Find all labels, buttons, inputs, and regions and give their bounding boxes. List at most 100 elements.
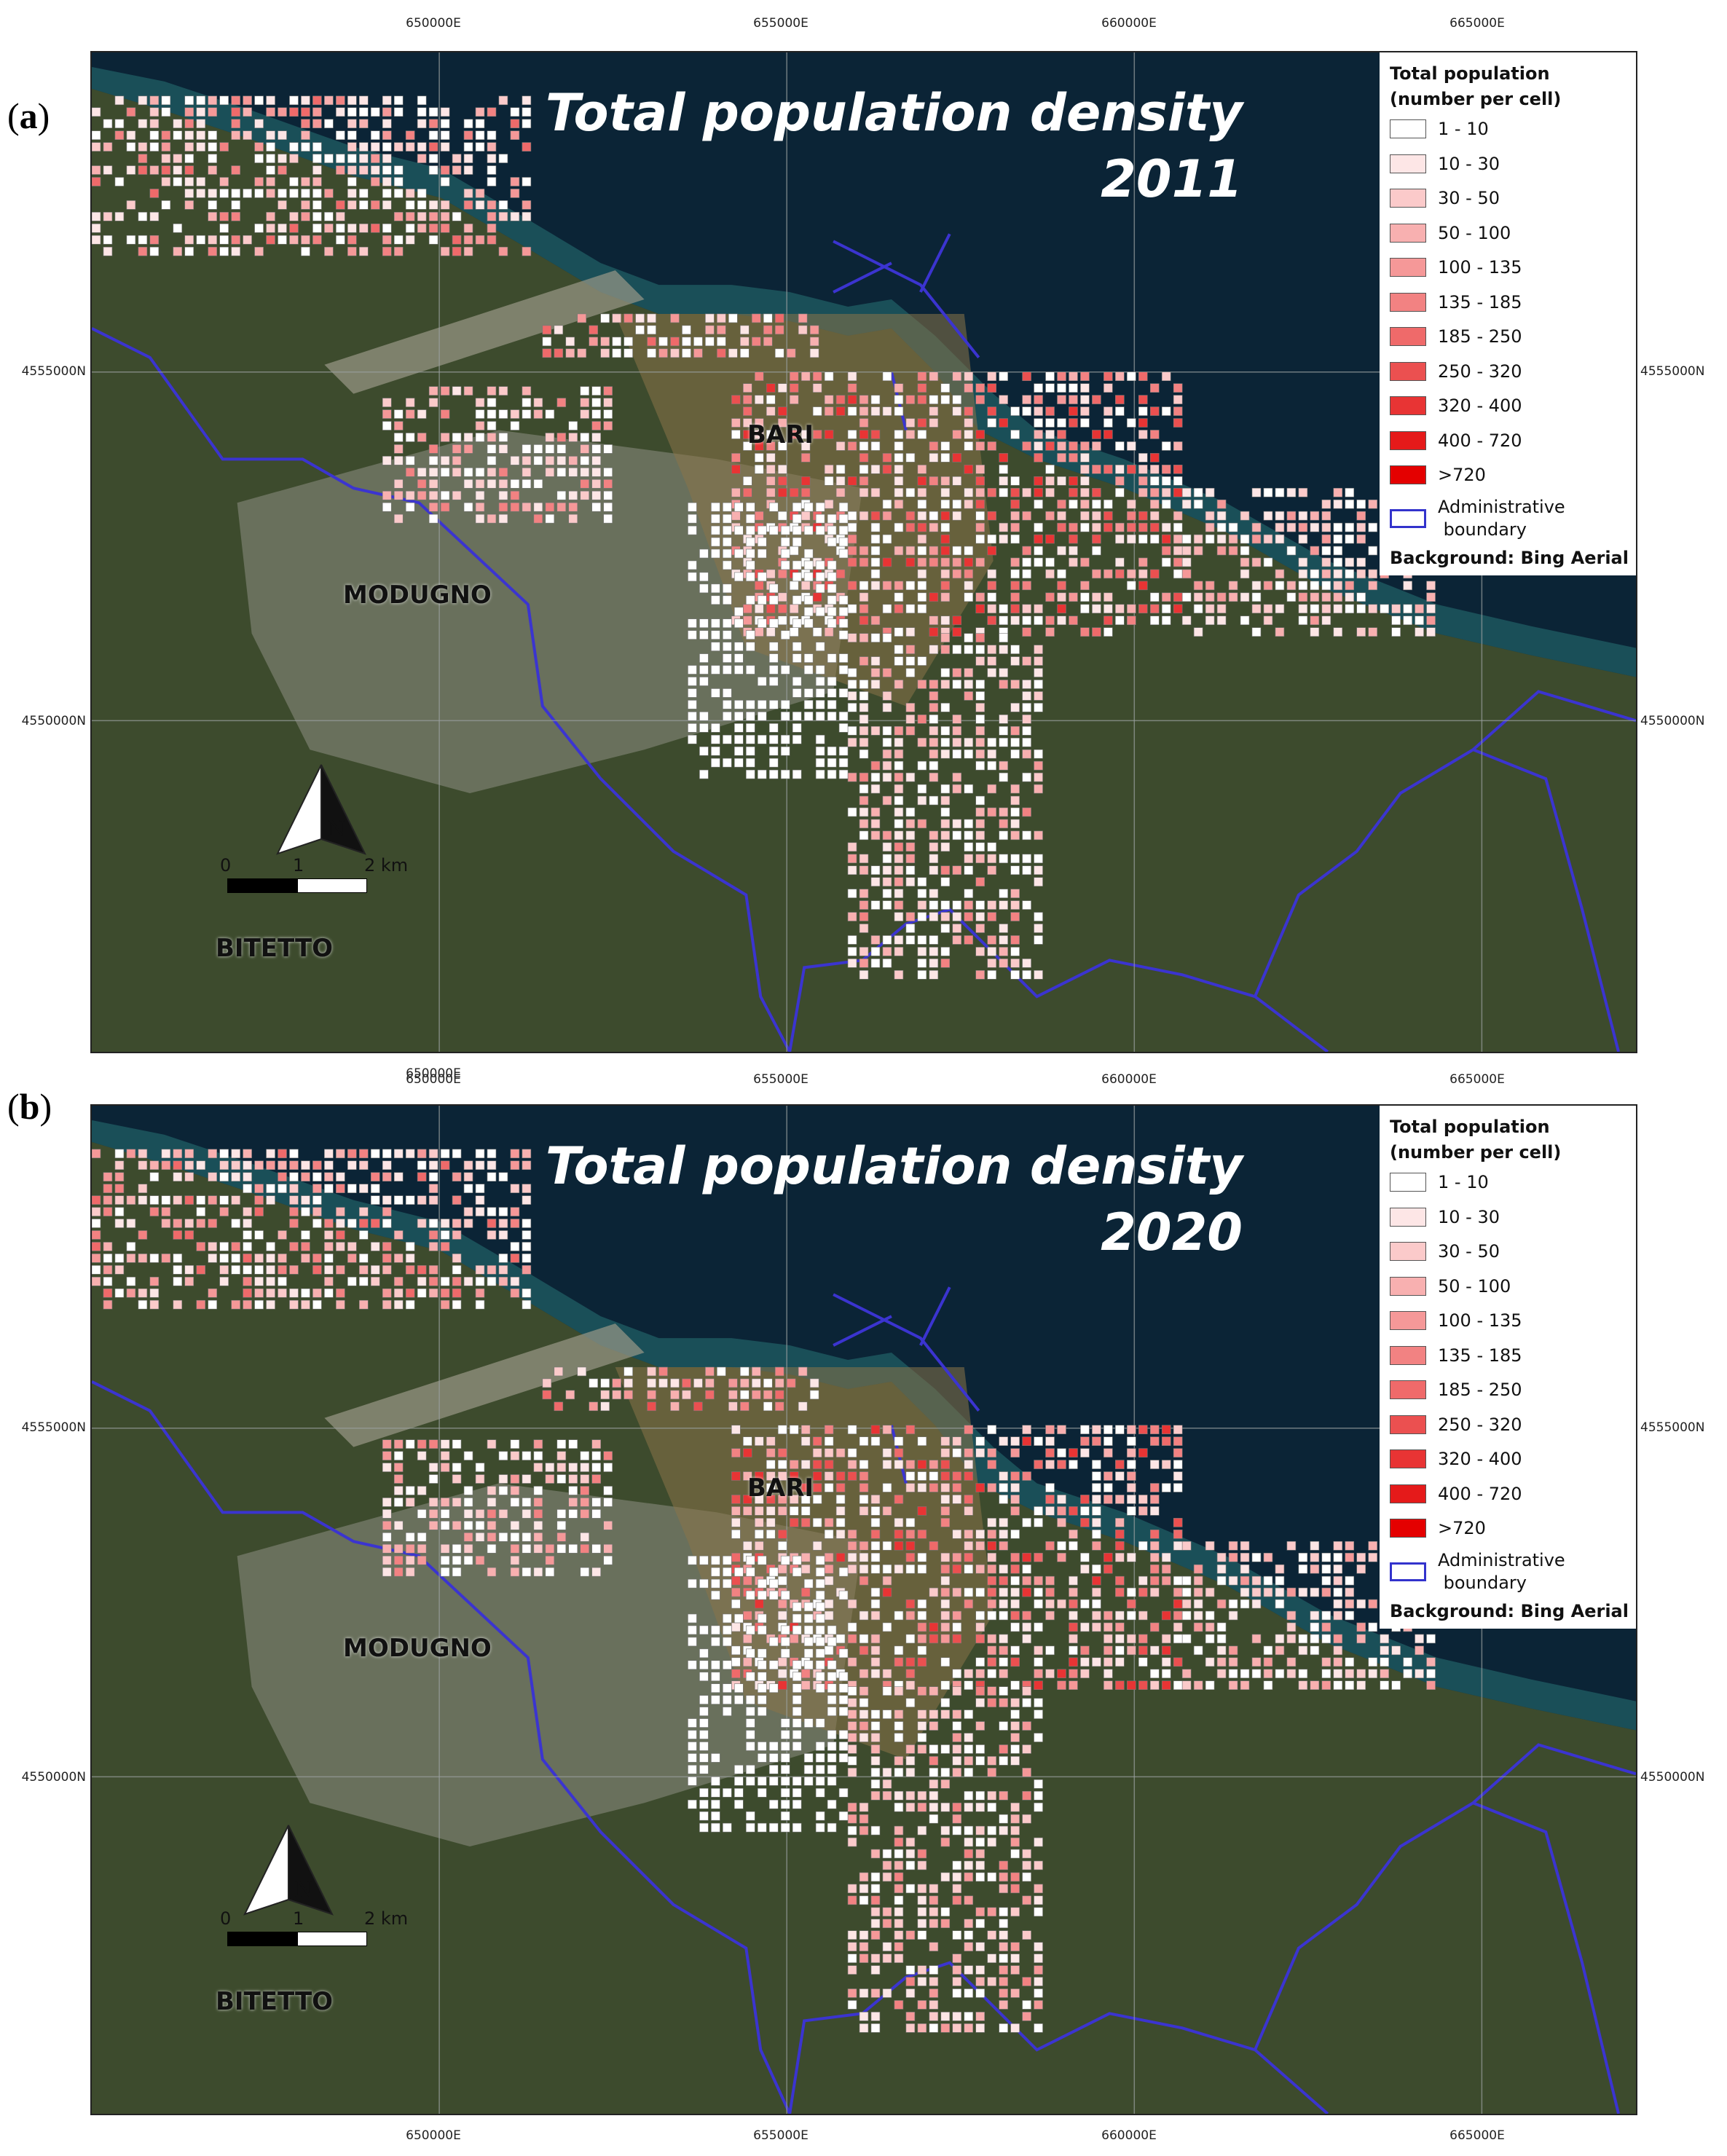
population-cell (510, 177, 520, 186)
population-cell (929, 854, 939, 864)
population-cell (882, 830, 892, 841)
population-cell (847, 959, 857, 968)
population-cell (847, 1657, 857, 1667)
population-cell (824, 430, 834, 439)
population-cell (847, 737, 857, 747)
population-cell (301, 1242, 310, 1251)
population-cell (1115, 615, 1125, 626)
population-cell (1138, 371, 1148, 381)
population-cell (999, 1564, 1008, 1574)
population-cell (1173, 1622, 1183, 1632)
legend-swatch (1390, 1207, 1426, 1227)
population-cell (1173, 1483, 1183, 1492)
population-cell (589, 337, 598, 347)
population-cell (731, 1471, 741, 1481)
population-cell (987, 1669, 996, 1679)
population-cell (1069, 1541, 1078, 1551)
population-cell (428, 1498, 438, 1507)
population-cell (717, 1366, 726, 1377)
population-cell (266, 154, 275, 163)
population-cell (952, 511, 962, 521)
population-cell (952, 1977, 962, 1986)
population-cell (917, 760, 927, 771)
population-cell (1115, 522, 1125, 532)
population-cell (370, 177, 380, 186)
population-cell (929, 726, 939, 736)
population-cell (1161, 522, 1171, 532)
population-cell (1205, 1587, 1215, 1597)
population-cell (1333, 1564, 1343, 1574)
population-cell (929, 1942, 939, 1951)
population-cell (917, 1610, 927, 1621)
population-cell (999, 1721, 1008, 1731)
population-cell (929, 476, 939, 486)
population-cell (1161, 1436, 1171, 1446)
north-letter: N (294, 1877, 313, 1903)
population-cell (847, 371, 857, 381)
population-cell (859, 1541, 869, 1551)
population-cell (1149, 430, 1160, 439)
population-cell (1080, 627, 1090, 637)
population-cell (768, 1799, 779, 1809)
population-cell (847, 1733, 857, 1742)
population-cell (92, 224, 101, 233)
population-cell (554, 1366, 564, 1377)
population-cell (1034, 1988, 1043, 1998)
population-cell (723, 1695, 732, 1704)
population-cell (809, 1378, 819, 1388)
population-cell (417, 1219, 427, 1228)
population-cell (243, 1172, 252, 1181)
population-cell (393, 1474, 404, 1484)
population-cell (184, 130, 194, 140)
population-cell (475, 107, 485, 117)
population-cell (987, 737, 996, 747)
population-cell (1127, 569, 1136, 579)
population-cell (475, 1277, 485, 1286)
population-cell (940, 1657, 951, 1667)
population-cell (964, 465, 974, 474)
population-cell (792, 1718, 802, 1728)
population-cell (940, 383, 951, 393)
population-cell (359, 1149, 369, 1159)
population-cell (789, 487, 799, 497)
population-cell (1403, 1657, 1412, 1667)
population-cell (740, 1378, 750, 1388)
population-cell (393, 189, 404, 198)
population-cell (266, 1149, 275, 1159)
population-cell (964, 418, 974, 428)
population-cell (1115, 1657, 1125, 1667)
population-cell (1205, 615, 1215, 626)
population-cell (746, 746, 755, 756)
population-cell (1022, 854, 1031, 864)
population-cell (757, 548, 767, 559)
population-cell (757, 1660, 767, 1670)
population-cell (964, 2012, 974, 2021)
population-cell (463, 444, 473, 454)
population-cell (243, 1242, 252, 1251)
population-cell (870, 546, 881, 556)
population-cell (173, 154, 183, 163)
population-cell (1345, 534, 1355, 544)
population-cell (114, 212, 125, 221)
population-cell (975, 760, 985, 771)
population-cell (522, 1567, 532, 1577)
population-cell (792, 712, 802, 721)
population-cell (917, 395, 927, 404)
population-cell (1356, 1622, 1366, 1632)
population-cell (905, 511, 916, 521)
population-cell (815, 1718, 825, 1728)
population-cell (987, 1872, 996, 1882)
population-cell (870, 1849, 881, 1859)
population-cell (1069, 1645, 1078, 1656)
population-cell (347, 1219, 357, 1228)
population-cell (952, 1530, 962, 1539)
population-cell (138, 1149, 148, 1159)
population-cell (929, 2023, 939, 2033)
population-cell (1010, 1733, 1020, 1742)
population-cell (1356, 1634, 1366, 1644)
population-cell (510, 119, 520, 128)
population-cell (894, 1802, 904, 1812)
population-cell (347, 224, 357, 233)
population-cell (647, 1378, 656, 1388)
population-cell (870, 1657, 881, 1667)
